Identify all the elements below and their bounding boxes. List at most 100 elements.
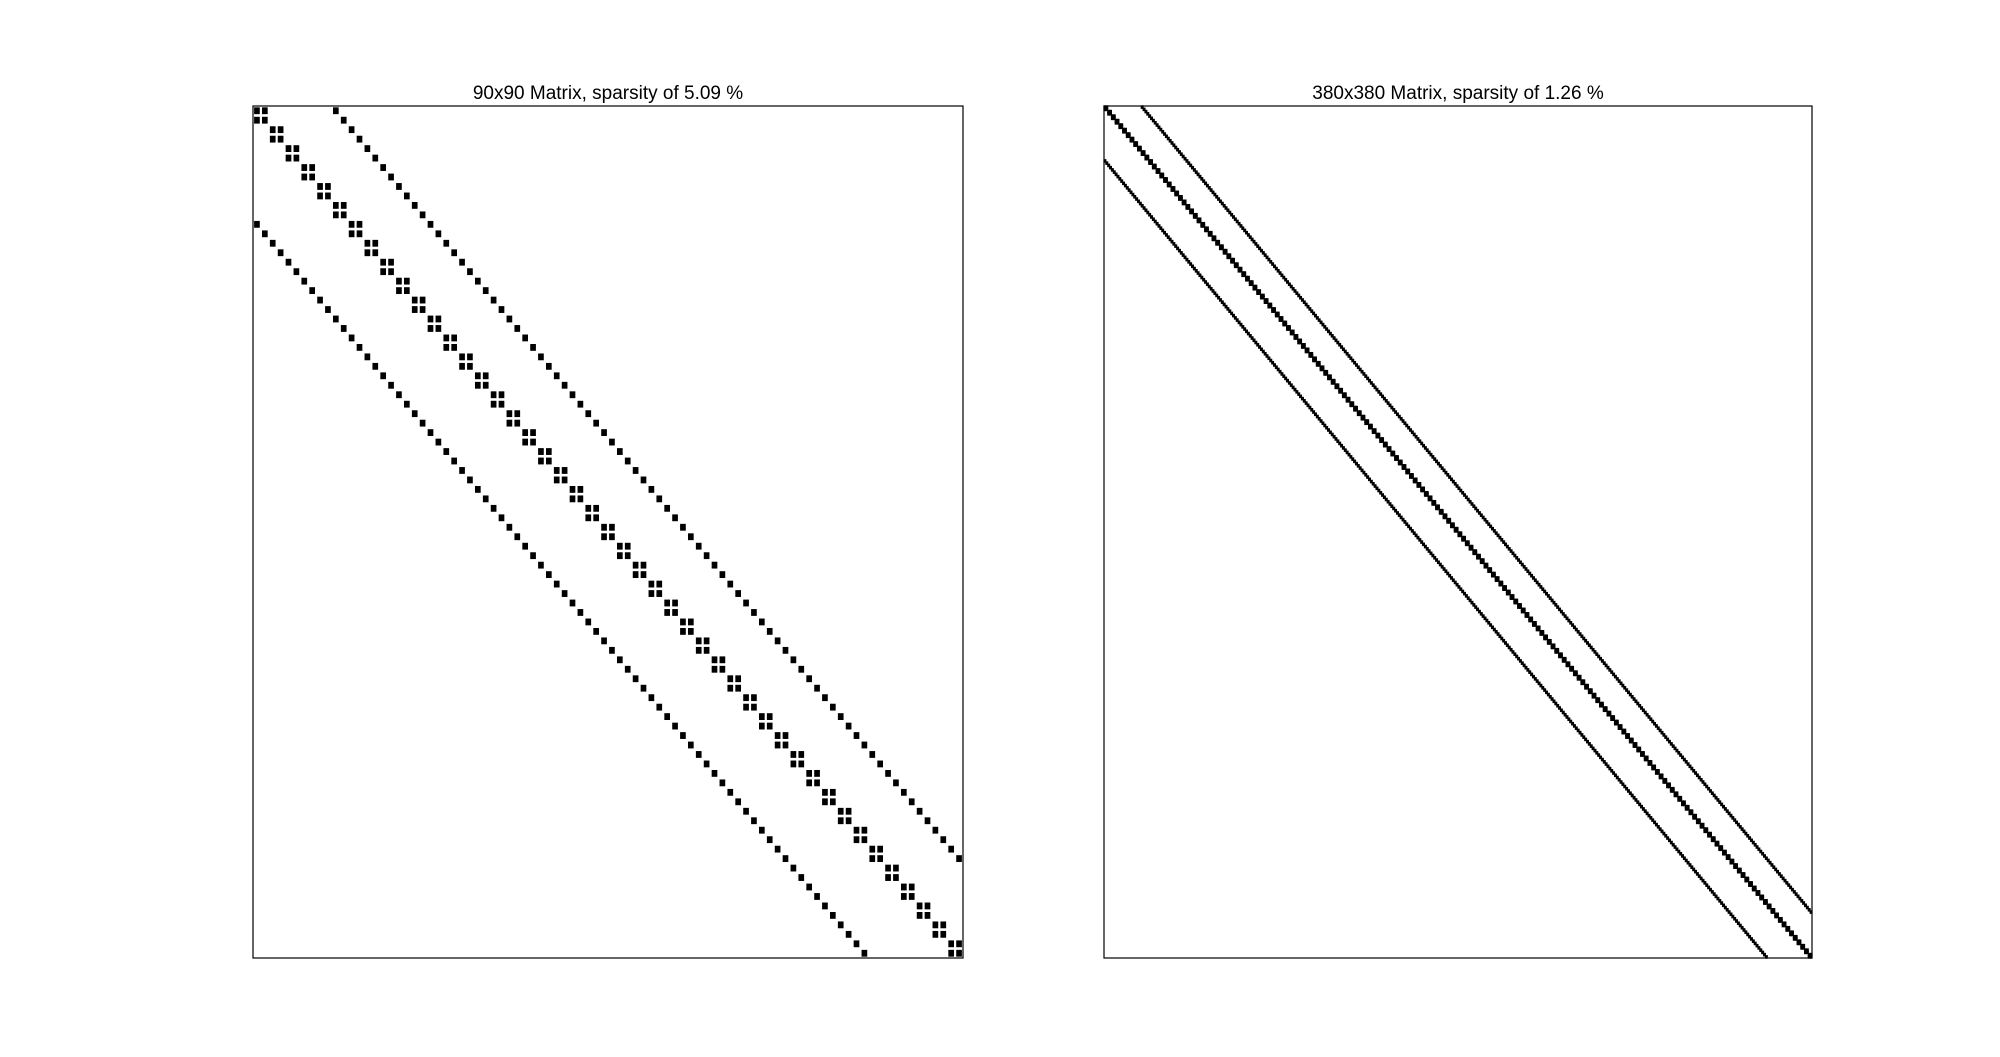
- nonzero-mark: [1464, 594, 1468, 598]
- nonzero-mark: [1114, 121, 1118, 125]
- nonzero-mark: [1487, 621, 1491, 625]
- nonzero-mark: [474, 277, 481, 285]
- nonzero-mark: [427, 429, 434, 437]
- nonzero-mark: [1368, 423, 1371, 428]
- nonzero-mark: [1416, 535, 1420, 540]
- nonzero-mark: [1131, 138, 1135, 143]
- nonzero-mark: [1330, 334, 1334, 338]
- nonzero-mark: [1120, 125, 1124, 130]
- nonzero-mark: [758, 826, 765, 834]
- nonzero-mark: [853, 826, 860, 834]
- nonzero-mark: [1477, 609, 1481, 614]
- nonzero-mark: [1623, 728, 1627, 733]
- nonzero-mark: [1742, 829, 1746, 834]
- nonzero-mark: [1492, 627, 1496, 632]
- nonzero-mark: [1703, 782, 1707, 787]
- nonzero-mark: [1477, 511, 1481, 515]
- nonzero-mark: [1403, 421, 1407, 426]
- nonzero-mark: [1530, 672, 1534, 677]
- nonzero-mark: [364, 145, 371, 153]
- nonzero-mark: [1312, 410, 1316, 414]
- nonzero-mark: [1526, 569, 1530, 574]
- nonzero-mark: [1707, 831, 1711, 836]
- nonzero-mark: [1423, 490, 1427, 495]
- nonzero-mark: [1243, 327, 1247, 331]
- nonzero-mark: [1213, 291, 1217, 296]
- nonzero-mark: [1146, 112, 1150, 116]
- nonzero-mark: [1295, 336, 1299, 340]
- nonzero-mark: [1463, 493, 1467, 497]
- nonzero-mark: [1274, 266, 1278, 271]
- nonzero-mark: [1796, 939, 1800, 943]
- nonzero-mark: [1425, 448, 1429, 452]
- nonzero-mark: [301, 277, 308, 285]
- nonzero-mark: [1291, 331, 1295, 336]
- nonzero-mark: [1427, 497, 1431, 502]
- nonzero-mark: [1494, 531, 1498, 535]
- nonzero-mark: [1664, 735, 1668, 739]
- nonzero-mark: [1694, 771, 1698, 775]
- nonzero-mark: [1341, 392, 1345, 396]
- nonzero-mark: [1157, 170, 1161, 174]
- nonzero-mark: [1317, 318, 1321, 322]
- nonzero-mark: [806, 675, 813, 683]
- nonzero-mark: [1131, 136, 1135, 141]
- nonzero-mark: [1757, 946, 1761, 950]
- nonzero-mark: [1138, 145, 1142, 150]
- nonzero-mark: [545, 448, 552, 455]
- nonzero-mark: [1593, 748, 1597, 753]
- nonzero-mark: [1366, 421, 1370, 426]
- nonzero-mark: [1358, 466, 1362, 470]
- nonzero-mark: [1630, 793, 1634, 798]
- nonzero-mark: [1712, 836, 1716, 840]
- nonzero-mark: [861, 741, 868, 749]
- nonzero-mark: [348, 220, 355, 228]
- nonzero-mark: [1753, 842, 1757, 847]
- nonzero-mark: [1582, 679, 1586, 683]
- nonzero-mark: [435, 315, 442, 323]
- nonzero-mark: [1123, 127, 1127, 132]
- nonzero-mark: [1578, 674, 1582, 679]
- nonzero-mark: [1122, 127, 1126, 132]
- nonzero-mark: [1433, 457, 1437, 461]
- nonzero-mark: [1269, 304, 1273, 309]
- nonzero-mark: [1427, 549, 1431, 553]
- nonzero-mark: [1489, 569, 1493, 574]
- nonzero-mark: [1218, 199, 1222, 204]
- nonzero-mark: [1632, 742, 1636, 746]
- nonzero-mark: [1733, 865, 1737, 869]
- nonzero-mark: [782, 732, 789, 739]
- nonzero-mark: [1317, 360, 1321, 365]
- nonzero-mark: [1688, 764, 1692, 769]
- nonzero-mark: [1435, 504, 1439, 509]
- nonzero-mark: [1783, 923, 1787, 928]
- nonzero-mark: [853, 836, 860, 844]
- nonzero-mark: [1479, 612, 1483, 616]
- nonzero-mark: [356, 343, 363, 351]
- nonzero-mark: [1405, 468, 1409, 473]
- nonzero-mark: [1308, 307, 1312, 311]
- nonzero-mark: [1125, 186, 1129, 190]
- nonzero-mark: [1507, 547, 1511, 551]
- nonzero-mark: [837, 817, 844, 825]
- nonzero-mark: [1802, 943, 1806, 948]
- nonzero-mark: [1459, 587, 1463, 591]
- nonzero-mark: [593, 419, 600, 427]
- nonzero-mark: [1487, 522, 1491, 526]
- nonzero-mark: [1319, 320, 1323, 325]
- nonzero-mark: [1304, 349, 1308, 354]
- nonzero-mark: [1772, 908, 1776, 912]
- nonzero-mark: [1572, 672, 1576, 677]
- nonzero-mark: [1476, 553, 1480, 558]
- nonzero-mark: [1807, 908, 1811, 912]
- nonzero-mark: [1584, 683, 1588, 688]
- nonzero-mark: [1189, 163, 1193, 168]
- nonzero-mark: [1701, 878, 1705, 883]
- nonzero-mark: [1779, 919, 1783, 923]
- nonzero-mark: [380, 164, 387, 171]
- nonzero-mark: [1621, 683, 1625, 688]
- nonzero-mark: [1673, 793, 1677, 798]
- nonzero-mark: [1209, 233, 1213, 237]
- nonzero-mark: [1688, 809, 1692, 813]
- nonzero-mark: [893, 779, 899, 787]
